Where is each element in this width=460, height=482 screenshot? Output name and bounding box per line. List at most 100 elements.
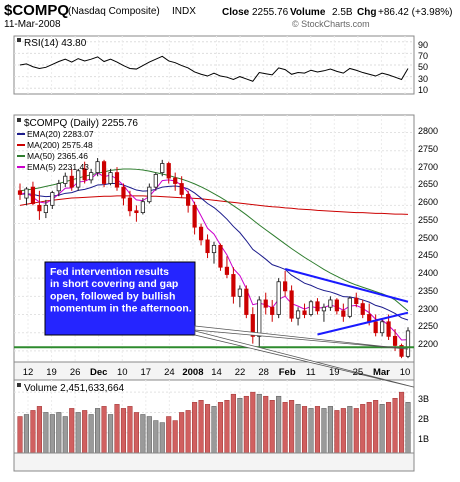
candle xyxy=(341,303,346,322)
candle-body xyxy=(380,321,385,334)
candle xyxy=(276,278,281,319)
volume-bar xyxy=(392,398,398,454)
candle xyxy=(121,183,126,206)
volume-marker xyxy=(17,383,21,387)
x-axis-label: Feb xyxy=(279,367,296,378)
candle xyxy=(308,299,314,317)
price-marker xyxy=(17,118,21,122)
candle xyxy=(270,299,275,322)
x-axis-label: 28 xyxy=(258,367,269,378)
volume-bar xyxy=(192,402,198,454)
volume-bar xyxy=(75,412,81,454)
ma200-line xyxy=(19,195,409,215)
volume-header: Volume 2,451,633,664 xyxy=(17,383,125,394)
candle-body xyxy=(328,299,333,308)
candle xyxy=(380,318,385,337)
candle xyxy=(76,168,81,191)
volume-bar xyxy=(289,400,295,454)
candle xyxy=(63,172,68,188)
annotation-line: momentum in the afternoon. xyxy=(50,303,192,315)
legend-ma50: MA(50) 2365.46 xyxy=(27,151,88,161)
candle-body xyxy=(341,310,346,317)
candle-body xyxy=(179,183,184,195)
candle-body xyxy=(295,310,301,319)
volume-bar xyxy=(101,406,107,454)
x-axis-label: 17 xyxy=(141,367,152,378)
candle xyxy=(56,179,61,197)
candle-body xyxy=(263,299,268,308)
volume-bar xyxy=(360,404,366,454)
x-axis-label: 12 xyxy=(23,367,34,378)
volume-ticks: 3B 2B 1B xyxy=(418,394,429,444)
annotation-box xyxy=(44,261,196,336)
candle xyxy=(347,296,352,319)
candle xyxy=(360,299,365,319)
x-axis-label: 10 xyxy=(400,367,411,378)
candle-body xyxy=(315,301,320,312)
trendline-lower xyxy=(317,311,409,336)
candle-body xyxy=(101,161,107,184)
price-tick: 2800 xyxy=(418,126,438,136)
candle-body xyxy=(37,204,42,212)
x-axis-label: Dec xyxy=(90,367,107,378)
candle xyxy=(173,172,178,191)
volume-bar xyxy=(398,391,405,454)
candle xyxy=(17,183,23,200)
volume-value: 2.5B xyxy=(332,7,353,18)
volume-bar xyxy=(334,410,340,454)
volume-bar xyxy=(282,402,288,454)
annotation: Fed intervention results in short coverin… xyxy=(44,261,196,336)
candle-body xyxy=(95,161,100,173)
candle xyxy=(321,303,327,322)
candle xyxy=(244,285,249,319)
candle-body xyxy=(69,175,74,188)
candle xyxy=(166,161,171,184)
volume-bar xyxy=(308,408,314,454)
volume-bar xyxy=(62,416,68,454)
volume-bar xyxy=(198,400,204,454)
candle-body xyxy=(302,310,307,315)
candle-body xyxy=(360,303,365,315)
volume-bar xyxy=(172,420,178,454)
candle xyxy=(37,190,42,220)
candle-body xyxy=(367,314,372,323)
candle xyxy=(399,343,404,359)
index-name: (Nasdaq Composite) xyxy=(68,6,160,17)
price-tick: 2500 xyxy=(418,233,438,243)
volume-bar xyxy=(276,395,282,454)
candle xyxy=(147,183,152,204)
candle-body xyxy=(30,186,36,204)
candle xyxy=(211,241,217,264)
legend-ema5: EMA(5) 2231.43 xyxy=(27,162,89,172)
mid-axis-band xyxy=(13,361,415,381)
volume-bar xyxy=(166,416,172,454)
volume-bar xyxy=(140,414,146,454)
volume-tick: 3B xyxy=(418,394,429,404)
candle xyxy=(127,190,133,217)
volume-bar xyxy=(133,412,139,454)
volume-label-text: Volume 2,451,633,664 xyxy=(24,383,125,394)
candle xyxy=(50,190,55,209)
candle-body xyxy=(108,172,113,184)
volume-bar xyxy=(379,404,385,454)
exchange: INDX xyxy=(172,6,196,17)
candles xyxy=(17,158,411,359)
candle-body xyxy=(76,170,81,188)
candle-body xyxy=(24,188,29,199)
price-tick: 2400 xyxy=(418,268,438,278)
volume-bar xyxy=(301,406,308,454)
rsi-tick: 10 xyxy=(418,85,428,95)
price-ticks: 2800 2750 2700 2650 2600 2550 2500 2450 … xyxy=(418,126,438,349)
volume-bar xyxy=(153,420,159,454)
rsi-tick: 70 xyxy=(418,51,428,61)
candle xyxy=(373,314,378,337)
volume-bar xyxy=(23,414,30,454)
candle-body xyxy=(244,288,249,315)
volume-bar xyxy=(82,410,88,454)
volume-bar xyxy=(366,402,372,454)
close-value: 2255.76 xyxy=(252,7,289,18)
legend-ma200: MA(200) 2575.48 xyxy=(27,140,93,150)
volume-tick: 2B xyxy=(418,414,429,424)
candle-body xyxy=(205,239,210,254)
